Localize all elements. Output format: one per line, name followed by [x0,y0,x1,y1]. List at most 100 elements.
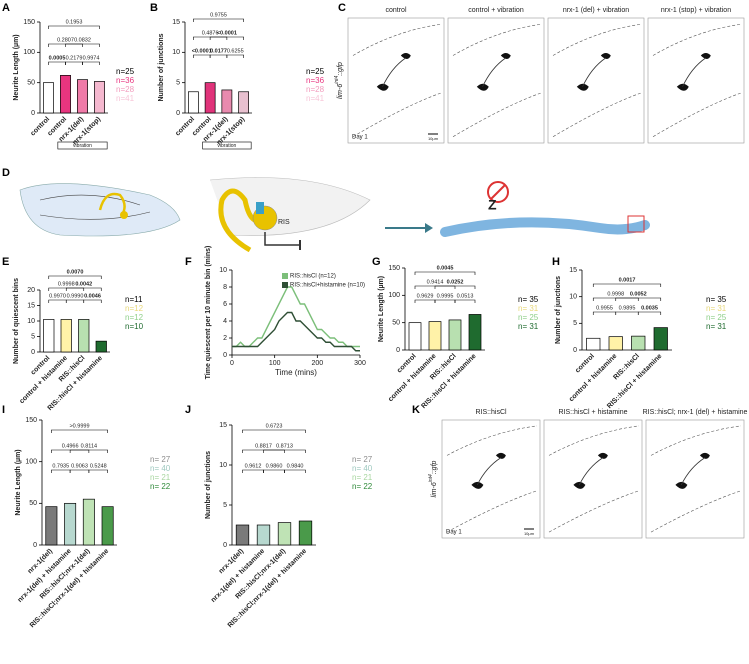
n-label: n=25 [306,67,325,76]
neurite [578,457,604,486]
bracket [434,299,456,303]
bracket [263,469,285,473]
cuticle-outline [652,23,742,138]
panel-letter: G [372,256,381,268]
p-value: 0.9840 [287,463,304,469]
bar [631,335,646,351]
bar [43,319,55,353]
x-axis-label: Time (mins) [275,368,317,377]
bracket [83,299,102,303]
y-tick-label: 10 [27,318,35,325]
y-tick-label: 150 [25,417,37,424]
y-tick-label: 5 [31,333,35,340]
p-value: 0.4966 [62,443,79,449]
bracket [615,297,662,301]
p-value: 0.2179 [66,55,83,61]
y-tick-label: 50 [29,500,37,507]
neurite [482,57,506,87]
micrograph [543,419,643,539]
y-tick-label: 10 [569,294,577,301]
p-value: 0.2807 [57,37,74,43]
y-tick-label: 6 [223,301,227,308]
bracket [242,429,306,433]
panel-letter: C [338,2,346,14]
p-value: <0.0001 [192,48,212,54]
p-value: 0.0513 [457,293,474,299]
p-value: 0.0017 [619,277,636,283]
y-tick-label: 15 [219,422,227,429]
n-label: n= 31 [518,304,539,313]
image-title: RIS::hisCl + histamine [558,409,627,416]
group-box [202,141,252,150]
bar [95,340,107,353]
y-tick-label: 150 [388,265,400,272]
reporter: ::gfp [431,460,438,474]
neurite [582,57,606,87]
y-tick-label: 0 [223,542,227,549]
p-value: 0.9995 [437,293,454,299]
p-value: 0.0046 [84,293,101,299]
y-tick-label: 0 [31,110,35,117]
bar [82,498,95,546]
bracket [69,469,90,473]
p-value: 0.9895 [619,305,636,311]
y-axis-label: Number of junctions [205,451,212,519]
icon: Z [488,197,497,213]
legend-swatch [282,273,288,279]
bar [448,319,462,351]
p-value: 0.9755 [210,12,227,18]
bar [238,91,250,114]
y-tick-label: 8 [223,284,227,291]
neurite [682,57,706,87]
y-tick-label: 4 [223,318,227,325]
bracket [414,299,436,303]
p-value: 0.0832 [74,37,91,43]
line [232,286,360,348]
n-label: n=36 [306,76,325,85]
y-tick-label: 0 [31,349,35,356]
y-tick-label: 5 [176,80,180,87]
image-title: nrx-1 (stop) + vibration [661,7,731,14]
y-tick-label: 15 [172,19,180,26]
p-value: 0.7935 [52,463,69,469]
y-tick-label: 10 [219,462,227,469]
n-label: n= 21 [352,473,373,482]
neuron-label: RIS [278,219,290,226]
n-label: n=41 [116,94,135,103]
bracket [454,299,476,303]
bar [586,337,601,351]
p-value: 0.9955 [596,305,613,311]
bracket [65,299,85,303]
y-tick-label: 50 [27,80,35,87]
bracket [69,449,108,453]
panel-letter: D [2,167,10,179]
p-value: 0.9974 [83,55,100,61]
bar [45,506,58,546]
neuron [476,53,511,91]
bar [277,522,292,546]
cuticle-outline [446,425,538,533]
p-value: 0.9990 [67,293,84,299]
p-value: <0.0001 [217,30,237,36]
bar [64,502,77,546]
image-title: control + vibration [468,7,524,14]
y-tick-label: 100 [25,459,37,466]
p-value: 0.6255 [227,48,244,54]
n-label: n= 25 [518,313,539,322]
n-label: n=10 [125,322,144,331]
bracket [615,311,639,315]
legend-label: RIS::hisCl (n=12) [290,274,336,280]
n-label: n= 22 [352,482,373,491]
p-value: 0.0252 [447,279,464,285]
micrograph [441,419,541,539]
y-tick-label: 2 [223,335,227,342]
n-label: n= 35 [706,295,727,304]
bar [204,82,216,114]
p-value: 0.9860 [266,463,283,469]
cuticle-outline [452,23,542,138]
bar [101,506,114,546]
bracket [284,469,306,473]
bar [77,79,88,114]
p-value: 0.8713 [276,443,293,449]
p-value: 0.0035 [641,305,658,311]
